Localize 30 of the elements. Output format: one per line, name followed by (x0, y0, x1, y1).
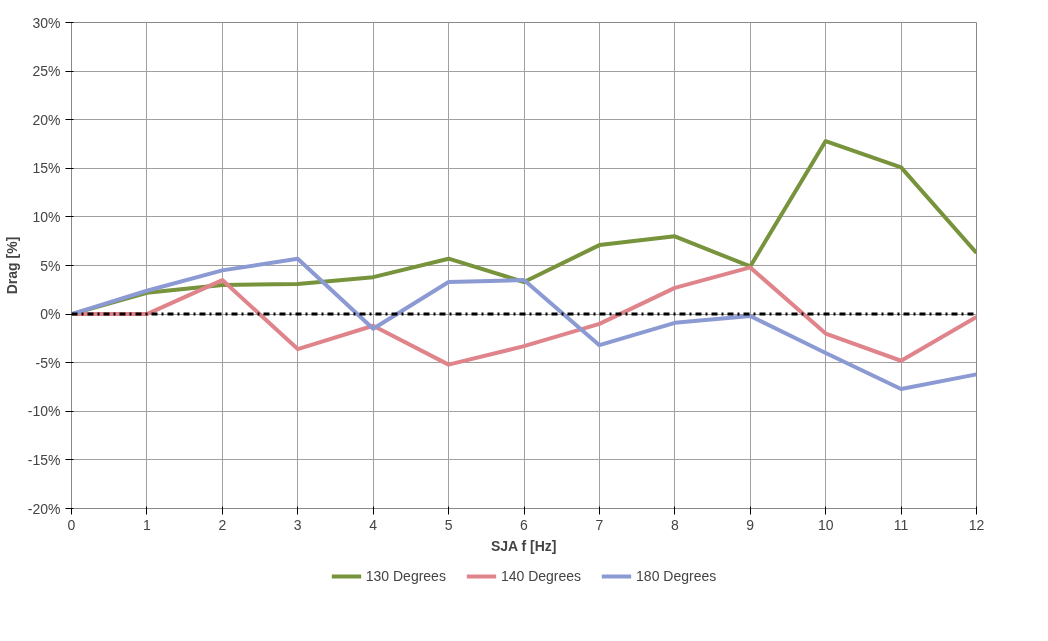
y-tick-label: 5% (40, 257, 61, 274)
y-tick-label: -15% (27, 451, 61, 468)
y-tick-label: 30% (32, 14, 61, 31)
x-tick-label: 8 (670, 516, 679, 533)
x-tick-label: 2 (218, 516, 227, 533)
y-tick-label: -10% (27, 403, 61, 420)
x-tick-label: 5 (444, 516, 453, 533)
y-tick-label: 25% (32, 63, 61, 80)
line-series (71, 256, 977, 391)
legend-label: 180 Degrees (636, 568, 717, 584)
y-tick-label: 20% (32, 111, 61, 128)
x-tick-label: 3 (293, 516, 302, 533)
x-tick-label: 4 (369, 516, 378, 533)
y-tick-label: -5% (35, 354, 61, 371)
legend-label: 140 Degrees (500, 568, 582, 584)
x-tick-label: 9 (746, 516, 755, 533)
legend-label: 130 Degrees (365, 568, 446, 584)
x-tick-label: 1 (143, 516, 152, 533)
x-tick-label: 7 (595, 516, 604, 533)
x-tick-label: 10 (817, 516, 834, 533)
y-axis-title: Drag [%] (3, 236, 20, 295)
x-tick-label: 6 (520, 516, 529, 533)
y-tick-label: -20% (27, 500, 61, 517)
y-tick-label: 15% (32, 160, 61, 177)
x-tick-label: 0 (67, 516, 76, 533)
y-tick-label: 0% (40, 306, 61, 323)
x-tick-label: 12 (968, 516, 985, 533)
x-axis-title: SJA f [Hz] (490, 537, 557, 554)
y-tick-label: 10% (32, 208, 61, 225)
x-tick-label: 11 (893, 516, 909, 533)
